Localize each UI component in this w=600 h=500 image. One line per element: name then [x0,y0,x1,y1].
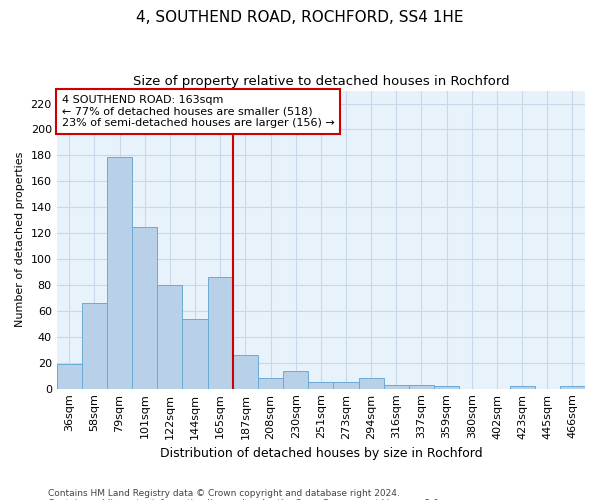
Bar [308,382,334,388]
Bar [56,364,82,388]
Text: 4 SOUTHEND ROAD: 163sqm
← 77% of detached houses are smaller (518)
23% of semi-d: 4 SOUTHEND ROAD: 163sqm ← 77% of detache… [62,95,335,128]
Bar [334,382,359,388]
Bar [560,386,585,388]
Bar [384,385,409,388]
Bar [82,303,107,388]
Text: 4, SOUTHEND ROAD, ROCHFORD, SS4 1HE: 4, SOUTHEND ROAD, ROCHFORD, SS4 1HE [136,10,464,25]
Bar [157,285,182,389]
X-axis label: Distribution of detached houses by size in Rochford: Distribution of detached houses by size … [160,447,482,460]
Bar [258,378,283,388]
Bar [434,386,459,388]
Bar [509,386,535,388]
Text: Contains public sector information licensed under the Open Government Licence v3: Contains public sector information licen… [48,498,442,500]
Text: Contains HM Land Registry data © Crown copyright and database right 2024.: Contains HM Land Registry data © Crown c… [48,488,400,498]
Bar [409,385,434,388]
Bar [208,277,233,388]
Y-axis label: Number of detached properties: Number of detached properties [15,152,25,328]
Bar [132,226,157,388]
Bar [359,378,384,388]
Bar [182,318,208,388]
Bar [283,370,308,388]
Bar [233,355,258,388]
Title: Size of property relative to detached houses in Rochford: Size of property relative to detached ho… [133,75,509,88]
Bar [107,156,132,388]
